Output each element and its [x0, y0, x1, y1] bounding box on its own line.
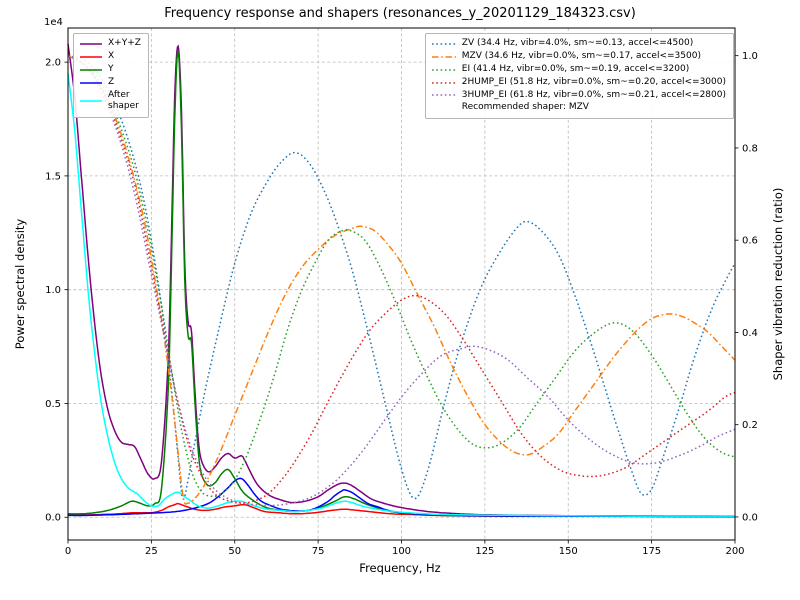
left-y-axis-label: Power spectral density [13, 218, 27, 350]
svg-text:1.0: 1.0 [742, 51, 758, 62]
legend-label: 3HUMP_EI (61.8 Hz, vibr=0.0%, sm~=0.21, … [461, 89, 726, 100]
svg-text:0.6: 0.6 [742, 236, 758, 247]
shaper-curve-mzv [67, 55, 736, 505]
legend-line-sample [80, 81, 102, 84]
legend-label: 2HUMP_EI (51.8 Hz, vibr=0.0%, sm~=0.20, … [461, 76, 726, 87]
svg-text:1.0: 1.0 [45, 285, 61, 296]
legend-item-mzv: MZV (34.6 Hz, vibr=0.0%, sm~=0.17, accel… [431, 51, 726, 63]
svg-text:0.8: 0.8 [742, 143, 758, 154]
legend-item-z: Z [79, 77, 141, 89]
legend-label: ZV (34.4 Hz, vibr=4.0%, sm~=0.13, accel<… [461, 38, 694, 48]
svg-text:200: 200 [725, 546, 744, 557]
legend-line-sample [80, 56, 102, 58]
legend-line-sample [431, 43, 456, 45]
svg-text:175: 175 [642, 546, 661, 557]
psd-curve-x-y-z [67, 43, 735, 517]
legend-item-x-y-z: X+Y+Z [79, 38, 141, 50]
legend-shapers: ZV (34.4 Hz, vibr=4.0%, sm~=0.13, accel<… [424, 33, 734, 120]
svg-text:25: 25 [145, 546, 158, 557]
shaper-curve-ei [67, 55, 736, 498]
legend-line-sample [431, 94, 456, 97]
legend-line-sample [80, 100, 102, 103]
svg-text:75: 75 [312, 546, 325, 557]
psd-curves [67, 43, 736, 518]
legend-line-sample [80, 43, 102, 45]
svg-text:0.4: 0.4 [742, 328, 758, 339]
svg-text:0.0: 0.0 [45, 513, 61, 524]
svg-text:1.5: 1.5 [45, 171, 61, 182]
legend-label: MZV (34.6 Hz, vibr=0.0%, sm~=0.17, accel… [461, 50, 701, 61]
legend-item-3hump_ei: 3HUMP_EI (61.8 Hz, vibr=0.0%, sm~=0.21, … [431, 90, 726, 102]
legend-item-zv: ZV (34.4 Hz, vibr=4.0%, sm~=0.13, accel<… [431, 38, 726, 50]
tick-marks [64, 55, 739, 544]
legend-label: Z [108, 76, 115, 87]
legend-item-after-shaper: After shaper [79, 90, 141, 114]
shaper-curve-zv [67, 54, 736, 501]
svg-text:50: 50 [228, 546, 241, 557]
legend-item-x: X [79, 51, 141, 63]
legend-label: X+Y+Z [108, 38, 141, 48]
svg-text:100: 100 [392, 546, 411, 557]
psd-curve-x [68, 502, 736, 518]
chart-title: Frequency response and shapers (resonanc… [164, 6, 636, 21]
legend-psd: X+Y+Z X Y Z After shaper [73, 33, 149, 119]
shaper-curve-3hump_ei [67, 55, 736, 507]
svg-text:0.0: 0.0 [742, 512, 758, 523]
tick-labels: 0 25 50 75 100 125 150 175 200 0.0 0.5 1.0 1.5 2.0 0.0… [45, 51, 758, 557]
legend-item-ei: EI (41.4 Hz, vibr=0.0%, sm~=0.19, accel<… [431, 64, 726, 76]
legend-label: Y [108, 63, 114, 74]
shaper-curves [67, 54, 736, 507]
legend-item-2hump_ei: 2HUMP_EI (51.8 Hz, vibr=0.0%, sm~=0.20, … [431, 77, 726, 89]
svg-text:0.5: 0.5 [45, 399, 61, 410]
legend-note: Recommended shaper: MZV [461, 102, 589, 113]
svg-text:150: 150 [559, 546, 578, 557]
legend-item-y: Y [79, 64, 141, 76]
svg-text:125: 125 [475, 546, 494, 557]
legend-line-sample [431, 68, 456, 71]
x-axis-label: Frequency, Hz [359, 561, 441, 575]
svg-text:0.2: 0.2 [742, 420, 758, 431]
legend-label: EI (41.4 Hz, vibr=0.0%, sm~=0.19, accel<… [461, 63, 690, 74]
legend-line-sample [431, 81, 456, 84]
legend-line-sample [431, 56, 456, 58]
right-y-axis-label: Shaper vibration reduction (ratio) [771, 187, 785, 381]
legend-label: After shaper [108, 89, 139, 112]
legend-line-sample [80, 68, 102, 71]
y-axis-offset-text: 1e4 [44, 17, 63, 28]
svg-text:0: 0 [65, 546, 71, 557]
svg-text:2.0: 2.0 [45, 58, 61, 69]
legend-label: X [108, 50, 115, 61]
